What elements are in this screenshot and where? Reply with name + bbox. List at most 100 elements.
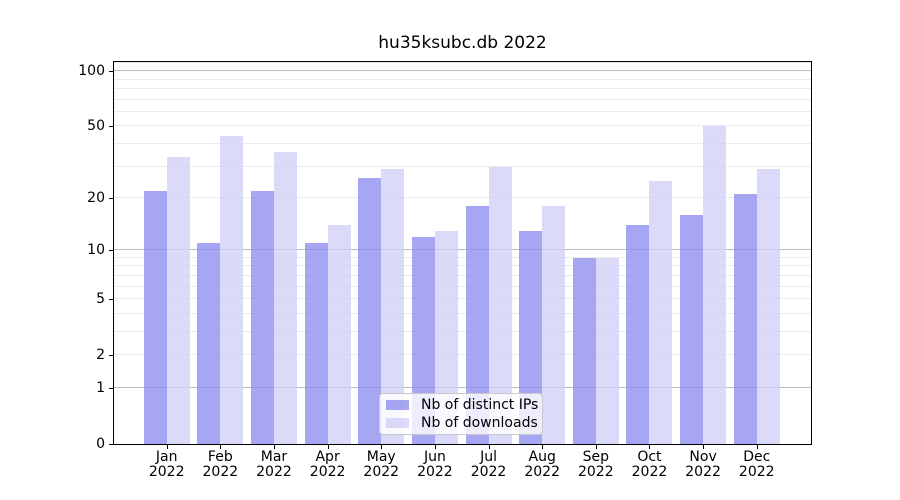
- y-tick-label-0: 0: [96, 436, 105, 452]
- gridline-minor-90: [114, 78, 811, 80]
- legend-swatch-downloads: [386, 418, 409, 428]
- gridline-minor-3: [114, 330, 811, 332]
- gridline-major-10: [114, 249, 811, 251]
- bar-nb-of-distinct-ips-jun: [411, 236, 435, 444]
- bar-nb-of-downloads-apr: [327, 225, 351, 444]
- x-tick-mark-aug: [542, 445, 544, 449]
- x-tick-year-apr: 2022: [309, 464, 346, 480]
- x-tick-year-jul: 2022: [470, 464, 507, 480]
- gridline-minor-110: [114, 62, 811, 64]
- bar-nb-of-distinct-ips-feb: [197, 243, 221, 444]
- x-tick-label-dec: Dec 2022: [725, 450, 789, 480]
- legend-label-distinct-ips: Nb of distinct IPs: [421, 397, 539, 413]
- bar-nb-of-downloads-jul: [488, 166, 512, 444]
- x-tick-mark-sep: [595, 445, 597, 449]
- bar-nb-of-distinct-ips-oct: [626, 225, 650, 444]
- y-tick-label-100: 100: [78, 63, 105, 80]
- gridline-minor-80: [114, 87, 811, 89]
- bar-nb-of-distinct-ips-sep: [572, 257, 596, 444]
- x-tick-year-mar: 2022: [256, 464, 292, 480]
- x-tick-mark-oct: [649, 445, 651, 449]
- y-tick-mark-20: [109, 197, 113, 199]
- x-tick-mark-jul: [488, 445, 490, 449]
- gridline-minor-8: [114, 265, 811, 267]
- gridline-major-100: [114, 70, 811, 72]
- x-tick-year-jun: 2022: [417, 464, 453, 480]
- bar-nb-of-downloads-sep: [595, 257, 619, 444]
- bar-nb-of-downloads-oct: [649, 180, 673, 444]
- bar-nb-of-distinct-ips-jul: [465, 206, 489, 444]
- gridline-major-1: [114, 387, 811, 388]
- x-tick-label-jul: Jul 2022: [457, 450, 521, 480]
- x-tick-year-sep: 2022: [577, 464, 614, 480]
- x-tick-label-feb: Feb 2022: [188, 450, 252, 480]
- bar-nb-of-distinct-ips-nov: [680, 215, 704, 444]
- bar-nb-of-downloads-jun: [434, 230, 458, 444]
- y-tick-label-10: 10: [87, 242, 105, 259]
- x-tick-label-sep: Sep 2022: [564, 450, 628, 480]
- gridline-minor-9: [114, 256, 811, 258]
- x-tick-mark-mar: [273, 445, 275, 449]
- bar-nb-of-distinct-ips-mar: [250, 190, 274, 444]
- y-tick-mark-50: [109, 126, 113, 128]
- gridline-minor-6: [114, 285, 811, 287]
- x-tick-year-nov: 2022: [685, 464, 721, 480]
- y-tick-label-20: 20: [87, 189, 105, 206]
- bar-nb-of-downloads-nov: [703, 126, 727, 444]
- x-tick-year-dec: 2022: [738, 464, 775, 480]
- x-tick-mark-nov: [703, 445, 705, 449]
- bar-nb-of-downloads-may: [381, 169, 405, 444]
- y-tick-mark-2: [109, 355, 113, 357]
- y-tick-label-1: 1: [96, 379, 105, 396]
- x-tick-mark-jun: [434, 445, 436, 449]
- x-tick-year-aug: 2022: [524, 464, 560, 480]
- legend: Nb of distinct IPs Nb of downloads: [379, 393, 543, 435]
- chart-title: hu35ksubc.db 2022: [378, 33, 547, 53]
- legend-item-downloads: Nb of downloads: [386, 416, 542, 430]
- legend-item-distinct-ips: Nb of distinct IPs: [386, 398, 542, 412]
- y-tick-label-50: 50: [87, 118, 105, 135]
- gridline-minor-20: [114, 197, 811, 198]
- bar-nb-of-downloads-mar: [273, 152, 297, 444]
- x-tick-mark-may: [381, 445, 383, 449]
- bar-nb-of-distinct-ips-dec: [733, 194, 757, 444]
- x-tick-year-oct: 2022: [631, 464, 668, 480]
- y-tick-mark-10: [109, 250, 113, 252]
- gridline-minor-4: [114, 312, 811, 314]
- y-tick-mark-1: [109, 387, 113, 389]
- y-tick-mark-100: [109, 71, 113, 73]
- y-tick-label-5: 5: [96, 291, 105, 308]
- bar-nb-of-downloads-feb: [220, 136, 244, 444]
- x-tick-mark-apr: [327, 445, 329, 449]
- x-tick-mark-feb: [220, 445, 222, 449]
- x-tick-label-mar: Mar 2022: [242, 450, 306, 480]
- bar-nb-of-downloads-dec: [756, 169, 780, 444]
- gridline-minor-40: [114, 142, 811, 144]
- bar-nb-of-distinct-ips-aug: [519, 230, 543, 444]
- bar-nb-of-distinct-ips-may: [358, 177, 382, 444]
- y-tick-mark-0: [109, 444, 113, 445]
- x-tick-label-jan: Jan 2022: [135, 450, 199, 480]
- x-tick-label-apr: Apr 2022: [296, 450, 360, 480]
- x-tick-label-nov: Nov 2022: [671, 450, 735, 480]
- x-tick-label-may: May 2022: [349, 450, 413, 480]
- bar-nb-of-downloads-aug: [542, 206, 566, 444]
- gridline-minor-50: [114, 125, 811, 127]
- bar-nb-of-downloads-jan: [166, 156, 190, 444]
- y-tick-mark-5: [109, 299, 113, 301]
- y-tick-label-2: 2: [96, 347, 105, 364]
- x-tick-label-aug: Aug 2022: [510, 450, 574, 480]
- x-tick-year-jan: 2022: [148, 464, 185, 480]
- gridline-minor-70: [114, 98, 811, 100]
- legend-swatch-distinct-ips: [386, 400, 409, 410]
- x-tick-label-jun: Jun 2022: [403, 450, 467, 480]
- plot-area: [113, 61, 812, 445]
- gridline-minor-2: [114, 354, 811, 356]
- x-tick-label-oct: Oct 2022: [617, 450, 681, 480]
- gridline-minor-30: [114, 165, 811, 167]
- bar-nb-of-distinct-ips-jan: [143, 190, 167, 444]
- gridline-minor-5: [114, 298, 811, 300]
- gridline-minor-7: [114, 274, 811, 276]
- gridline-minor-60: [114, 110, 811, 112]
